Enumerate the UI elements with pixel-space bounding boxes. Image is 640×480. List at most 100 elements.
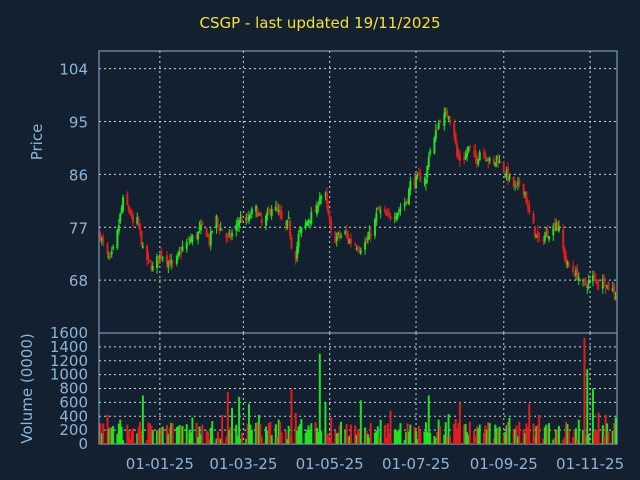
- candle-body: [235, 225, 238, 231]
- candle-body: [337, 232, 340, 235]
- candle-body: [562, 229, 565, 250]
- volume-bar: [586, 369, 589, 444]
- volume-bar: [593, 433, 596, 444]
- candle-body: [358, 247, 361, 252]
- candle-body: [357, 247, 359, 251]
- volume-bar: [383, 425, 386, 444]
- candle-body: [274, 206, 277, 211]
- candle-body: [126, 193, 129, 206]
- volume-bar: [320, 430, 323, 444]
- candle-body: [458, 154, 461, 162]
- volume-bar: [508, 417, 511, 444]
- volume-bar: [611, 430, 614, 444]
- volume-bar: [180, 427, 183, 444]
- volume-bar: [208, 439, 211, 444]
- volume-bar: [156, 430, 159, 444]
- volume-bar: [185, 424, 188, 444]
- price-axis-label: Price: [28, 124, 46, 161]
- volume-tick-label: 0: [78, 435, 88, 453]
- candle-body: [555, 222, 558, 231]
- candle-body: [211, 231, 214, 233]
- volume-bar: [290, 388, 293, 444]
- volume-bar: [594, 429, 597, 444]
- candle-body: [548, 236, 551, 240]
- candle-body: [345, 230, 348, 235]
- candle-body: [286, 220, 289, 229]
- volume-bar: [487, 422, 490, 444]
- volume-bar: [279, 422, 282, 444]
- volume-bar: [171, 423, 174, 444]
- volume-bar: [463, 424, 466, 444]
- candle-body: [366, 237, 369, 241]
- volume-bar: [437, 419, 440, 444]
- volume-bar: [454, 419, 457, 444]
- candle-body: [205, 227, 208, 238]
- candle-body: [287, 217, 290, 219]
- volume-bar: [330, 417, 333, 444]
- candle-body: [198, 227, 201, 229]
- volume-bar: [165, 424, 168, 444]
- candle-body: [225, 233, 228, 238]
- volume-bar: [304, 433, 307, 444]
- volume-bar: [197, 436, 200, 444]
- volume-bar: [545, 424, 548, 444]
- x-tick-label: 01-07-25: [382, 455, 450, 473]
- candle-body: [386, 214, 389, 216]
- candle-body: [475, 155, 478, 164]
- volume-bar: [505, 425, 508, 444]
- x-tick-label: 01-03-25: [209, 455, 277, 473]
- volume-bar: [211, 421, 214, 444]
- candle-body: [407, 188, 410, 205]
- candle-body: [603, 276, 606, 285]
- candle-body: [518, 179, 521, 185]
- volume-bar: [366, 434, 369, 444]
- volume-bar: [195, 422, 198, 444]
- candle-body: [276, 207, 279, 210]
- candle-body: [147, 257, 150, 259]
- candle-body: [606, 285, 609, 287]
- volume-bar: [314, 422, 317, 444]
- candle-body: [185, 242, 188, 250]
- candle-body: [171, 260, 174, 263]
- volume-bar: [294, 412, 297, 444]
- candle-body: [168, 259, 171, 266]
- candle-body: [415, 175, 418, 189]
- volume-bar: [533, 435, 536, 444]
- volume-bar: [439, 426, 442, 444]
- candle-body: [532, 213, 535, 224]
- candle-body: [150, 265, 153, 271]
- volume-bar: [494, 424, 497, 444]
- volume-bar: [225, 436, 228, 444]
- candle-body: [294, 251, 297, 261]
- volume-bar: [231, 407, 234, 444]
- candle-body: [304, 222, 307, 228]
- volume-bar: [146, 439, 149, 444]
- volume-bar: [120, 426, 123, 444]
- volume-bar: [265, 426, 268, 444]
- candle-body: [116, 229, 119, 249]
- volume-bar: [423, 431, 426, 444]
- volume-bar: [136, 433, 139, 444]
- volume-tick-label: 1600: [50, 324, 88, 342]
- candle-body: [586, 286, 589, 288]
- candle-body: [122, 196, 125, 211]
- candle-body: [542, 238, 545, 242]
- volume-bar: [158, 430, 161, 444]
- volume-bar: [565, 421, 568, 444]
- candle-body: [427, 157, 430, 168]
- candle-body: [117, 224, 120, 232]
- candle-body: [567, 264, 570, 267]
- candle-body: [197, 231, 200, 240]
- candle-body: [269, 209, 272, 214]
- candle-body: [328, 216, 331, 221]
- candle-body: [330, 221, 333, 231]
- candle-body: [245, 217, 248, 221]
- volume-bar: [378, 437, 381, 444]
- volume-bar: [507, 422, 510, 444]
- volume-bar: [557, 425, 560, 444]
- volume-bar: [497, 428, 500, 444]
- candle-body: [99, 233, 102, 241]
- volume-bar: [317, 431, 320, 444]
- candle-body: [340, 235, 343, 238]
- volume-bar: [524, 433, 527, 444]
